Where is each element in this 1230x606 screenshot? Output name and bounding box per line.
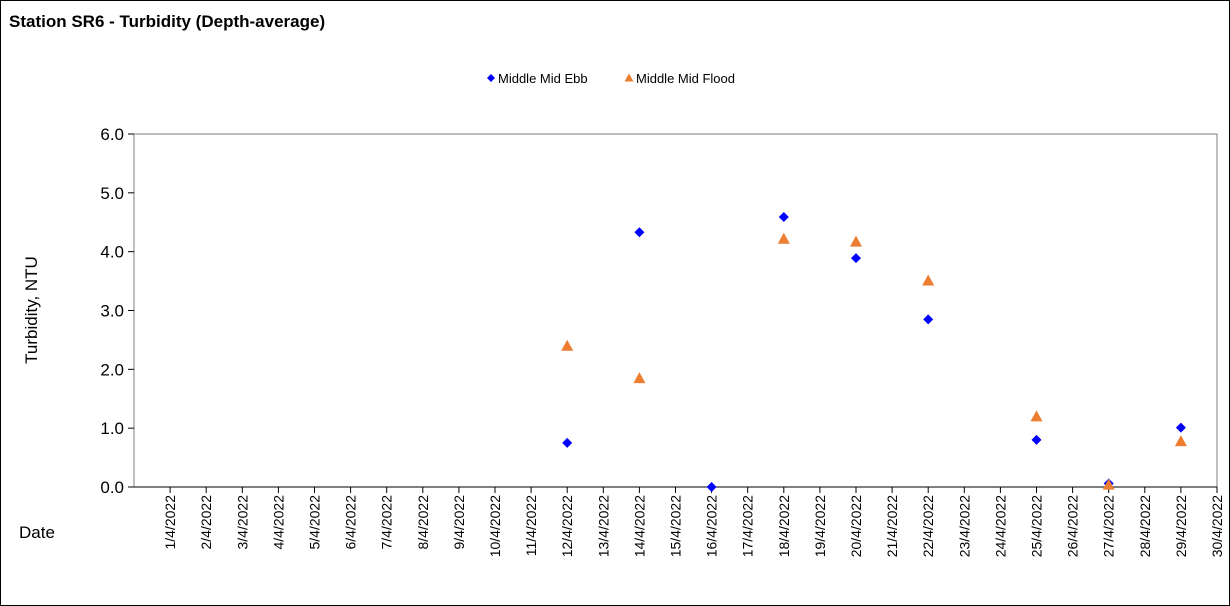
x-tick-label: 8/4/2022 [415, 495, 431, 550]
x-tick-label: 11/4/2022 [523, 495, 539, 556]
x-tick-label: 17/4/2022 [740, 495, 756, 557]
x-tick-label: 14/4/2022 [631, 495, 647, 557]
data-point-ebb [634, 227, 645, 238]
data-point-ebb [778, 211, 789, 222]
x-tick-label: 4/4/2022 [270, 495, 286, 550]
y-tick-label: 0.0 [100, 478, 124, 497]
data-point-ebb [1175, 422, 1186, 433]
x-tick-label: 28/4/2022 [1137, 495, 1153, 557]
x-tick-label: 25/4/2022 [1029, 495, 1045, 557]
x-tick-label: 29/4/2022 [1173, 495, 1189, 557]
x-tick-label: 13/4/2022 [595, 495, 611, 557]
data-point-flood [633, 372, 646, 384]
data-point-ebb [1031, 434, 1042, 445]
x-tick-label: 30/4/2022 [1209, 495, 1225, 557]
legend-marker-flood [624, 73, 634, 82]
data-point-ebb [923, 314, 934, 325]
x-tick-label: 24/4/2022 [992, 495, 1008, 557]
data-point-ebb [851, 253, 861, 264]
x-tick-label: 27/4/2022 [1101, 495, 1117, 557]
y-tick-label: 3.0 [100, 302, 124, 321]
data-point-flood [850, 235, 862, 247]
x-tick-label: 16/4/2022 [704, 495, 720, 557]
x-axis-label: Date [19, 523, 55, 542]
data-point-ebb [706, 482, 717, 492]
x-tick-label: 21/4/2022 [884, 495, 900, 557]
data-point-flood [1102, 478, 1115, 490]
data-point-flood [922, 274, 935, 286]
data-point-flood [1030, 410, 1043, 422]
x-tick-label: 15/4/2022 [668, 495, 684, 557]
y-tick-label: 2.0 [100, 360, 124, 379]
x-tick-label: 19/4/2022 [812, 495, 828, 557]
x-tick-label: 18/4/2022 [776, 495, 792, 557]
y-tick-label: 5.0 [100, 184, 124, 203]
x-tick-label: 1/4/2022 [162, 495, 178, 550]
x-tick-label: 3/4/2022 [234, 495, 250, 550]
data-point-ebb [562, 437, 573, 448]
plot-area: 0.0 1.0 2.0 3.0 4.0 5.0 6.0 1/4/2022 2/4/2022 3/4… [100, 125, 1225, 557]
x-tick-label: 9/4/2022 [451, 495, 467, 550]
y-axis-label: Turbidity, NTU [22, 256, 41, 364]
data-point-flood [1174, 435, 1187, 447]
x-tick-label: 23/4/2022 [956, 495, 972, 557]
x-tick-label: 10/4/2022 [487, 495, 503, 557]
data-point-flood [561, 339, 574, 351]
x-tick-label: 6/4/2022 [343, 495, 359, 550]
legend: Middle Mid Ebb Middle Mid Flood [487, 71, 735, 86]
x-tick-label: 26/4/2022 [1065, 495, 1081, 557]
x-tick-label: 12/4/2022 [559, 495, 575, 557]
x-tick-label: 20/4/2022 [848, 495, 864, 557]
legend-label-ebb: Middle Mid Ebb [498, 71, 588, 86]
y-tick-label: 6.0 [100, 125, 124, 144]
plot-border [133, 133, 1218, 488]
x-tick-label: 2/4/2022 [198, 495, 214, 550]
chart-title: Station SR6 - Turbidity (Depth-average) [9, 12, 326, 31]
legend-label-flood: Middle Mid Flood [636, 71, 735, 86]
legend-marker-ebb [487, 74, 495, 82]
x-tick-label: 5/4/2022 [307, 495, 323, 550]
x-tick-label: 7/4/2022 [379, 495, 395, 550]
y-tick-label: 1.0 [100, 419, 124, 438]
data-point-flood [777, 232, 790, 244]
y-tick-label: 4.0 [100, 243, 124, 262]
x-tick-label: 22/4/2022 [920, 495, 936, 557]
